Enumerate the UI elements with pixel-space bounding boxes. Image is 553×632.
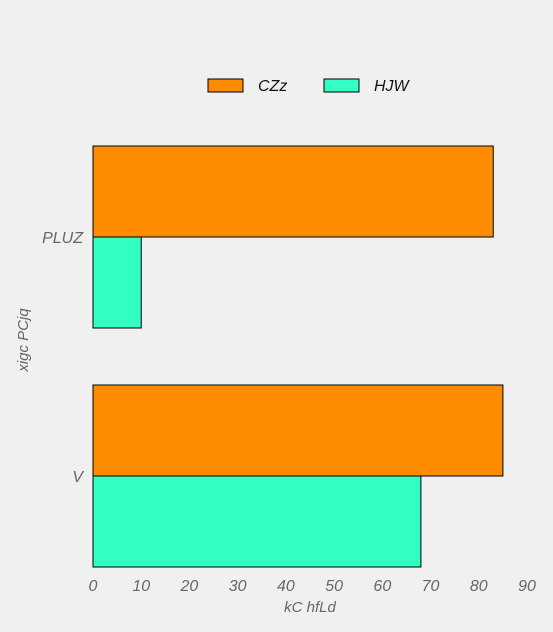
bar-HJW-V: [92, 475, 422, 568]
y-tick-label: PLUZ: [42, 230, 84, 247]
y-axis-label: xigc PCjq: [15, 308, 32, 373]
legend-label-CZz: CZz: [258, 78, 287, 95]
x-tick-label: 90: [518, 578, 536, 595]
x-tick-label: 50: [325, 578, 343, 595]
bar-CZz-V: [92, 384, 504, 477]
legend-label-HJW: HJW: [374, 78, 411, 95]
y-tick-labels: PLUZ V: [42, 230, 84, 486]
x-tick-label: 60: [373, 578, 391, 595]
x-tick-label: 20: [180, 578, 199, 595]
x-tick-labels: 0 10 20 30 40 50 60 70 80 90: [89, 578, 536, 595]
x-axis-label: kC hfLd: [284, 599, 336, 616]
x-tick-label: 40: [277, 578, 295, 595]
bars-group: [92, 145, 504, 568]
x-tick-label: 30: [229, 578, 247, 595]
legend: CZz HJW: [207, 78, 411, 95]
x-tick-label: 10: [132, 578, 150, 595]
x-tick-label: 80: [470, 578, 488, 595]
bar-HJW-PLUZ: [92, 236, 142, 329]
bar-CZz-PLUZ: [92, 145, 494, 238]
y-tick-label: V: [72, 469, 84, 486]
x-tick-label: 0: [89, 578, 98, 595]
x-tick-label: 70: [422, 578, 440, 595]
legend-swatch-HJW: [323, 78, 360, 93]
legend-swatch-CZz: [207, 78, 244, 93]
